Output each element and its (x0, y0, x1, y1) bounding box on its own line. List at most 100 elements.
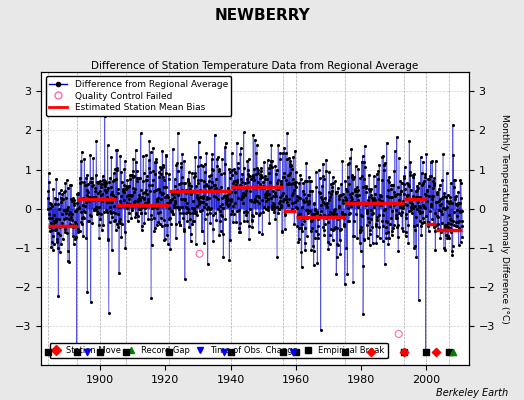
Point (384, 177, 392, 183)
Point (265, 170, 274, 176)
Point (272, 167, 281, 173)
Point (216, 170, 225, 177)
Point (114, 186, 123, 192)
Point (336, 227, 344, 233)
Point (241, 191, 249, 198)
Point (401, 201, 409, 208)
Point (193, 194, 202, 200)
Point (372, 222, 380, 229)
Point (125, 182, 133, 189)
Point (155, 174, 163, 180)
Point (369, 199, 377, 205)
Point (134, 218, 142, 224)
Point (425, 172, 434, 179)
Point (232, 219, 240, 226)
Point (400, 173, 409, 180)
Point (80, 215, 88, 221)
Point (149, 177, 157, 183)
Point (74, 226, 83, 232)
Point (293, 223, 302, 229)
Point (449, 152, 457, 158)
Point (442, 222, 450, 228)
Point (268, 164, 276, 170)
Point (115, 218, 124, 224)
Point (199, 193, 208, 199)
Text: NEWBERRY: NEWBERRY (214, 8, 310, 23)
Point (224, 197, 232, 203)
Point (178, 173, 187, 180)
Point (399, 202, 408, 208)
Point (327, 190, 335, 197)
Point (401, 233, 410, 239)
Point (374, 168, 383, 174)
Y-axis label: Monthly Temperature Anomaly Difference (°C): Monthly Temperature Anomaly Difference (… (500, 114, 509, 324)
Point (365, 172, 373, 178)
Point (371, 183, 379, 190)
Point (214, 205, 222, 212)
Point (149, 204, 158, 210)
Point (265, 220, 274, 226)
Point (132, 159, 140, 166)
Point (159, 162, 168, 169)
Point (88, 183, 96, 189)
Point (257, 168, 265, 174)
Point (402, 215, 410, 221)
Point (417, 232, 425, 239)
Point (419, 202, 428, 208)
Point (145, 181, 153, 188)
Point (418, 220, 427, 226)
Point (276, 150, 285, 156)
Point (181, 196, 189, 202)
Point (188, 221, 196, 227)
Point (423, 198, 431, 204)
Point (309, 262, 318, 268)
Point (331, 178, 340, 184)
Point (110, 170, 118, 177)
Point (279, 190, 287, 196)
Point (196, 154, 204, 160)
Point (452, 218, 460, 225)
Point (189, 210, 197, 216)
Point (318, 183, 326, 190)
Point (345, 211, 353, 217)
Point (321, 194, 330, 201)
Point (296, 214, 304, 220)
Point (384, 228, 392, 235)
Point (174, 206, 183, 212)
Point (252, 171, 260, 178)
Point (142, 186, 150, 193)
Point (269, 193, 277, 200)
Point (304, 206, 312, 213)
Point (424, 176, 432, 182)
Point (427, 158, 435, 165)
Point (214, 196, 222, 202)
Point (198, 207, 206, 213)
Point (131, 214, 139, 220)
Point (172, 162, 181, 169)
Point (439, 151, 447, 157)
Point (230, 178, 238, 184)
Point (450, 222, 458, 228)
Point (129, 173, 138, 180)
Point (224, 185, 232, 191)
Point (443, 191, 452, 198)
Point (322, 202, 330, 208)
Point (275, 198, 283, 204)
Point (303, 178, 311, 184)
Point (412, 206, 421, 212)
Point (163, 200, 172, 206)
Point (342, 244, 351, 251)
Point (274, 186, 282, 192)
Point (223, 200, 232, 207)
Point (298, 228, 307, 234)
Point (191, 154, 200, 160)
Point (221, 216, 230, 222)
Point (204, 204, 212, 210)
Point (429, 193, 437, 199)
Point (173, 204, 181, 210)
Point (345, 210, 354, 216)
Point (326, 241, 334, 247)
Point (438, 177, 446, 183)
Point (350, 199, 358, 206)
Point (451, 177, 459, 183)
